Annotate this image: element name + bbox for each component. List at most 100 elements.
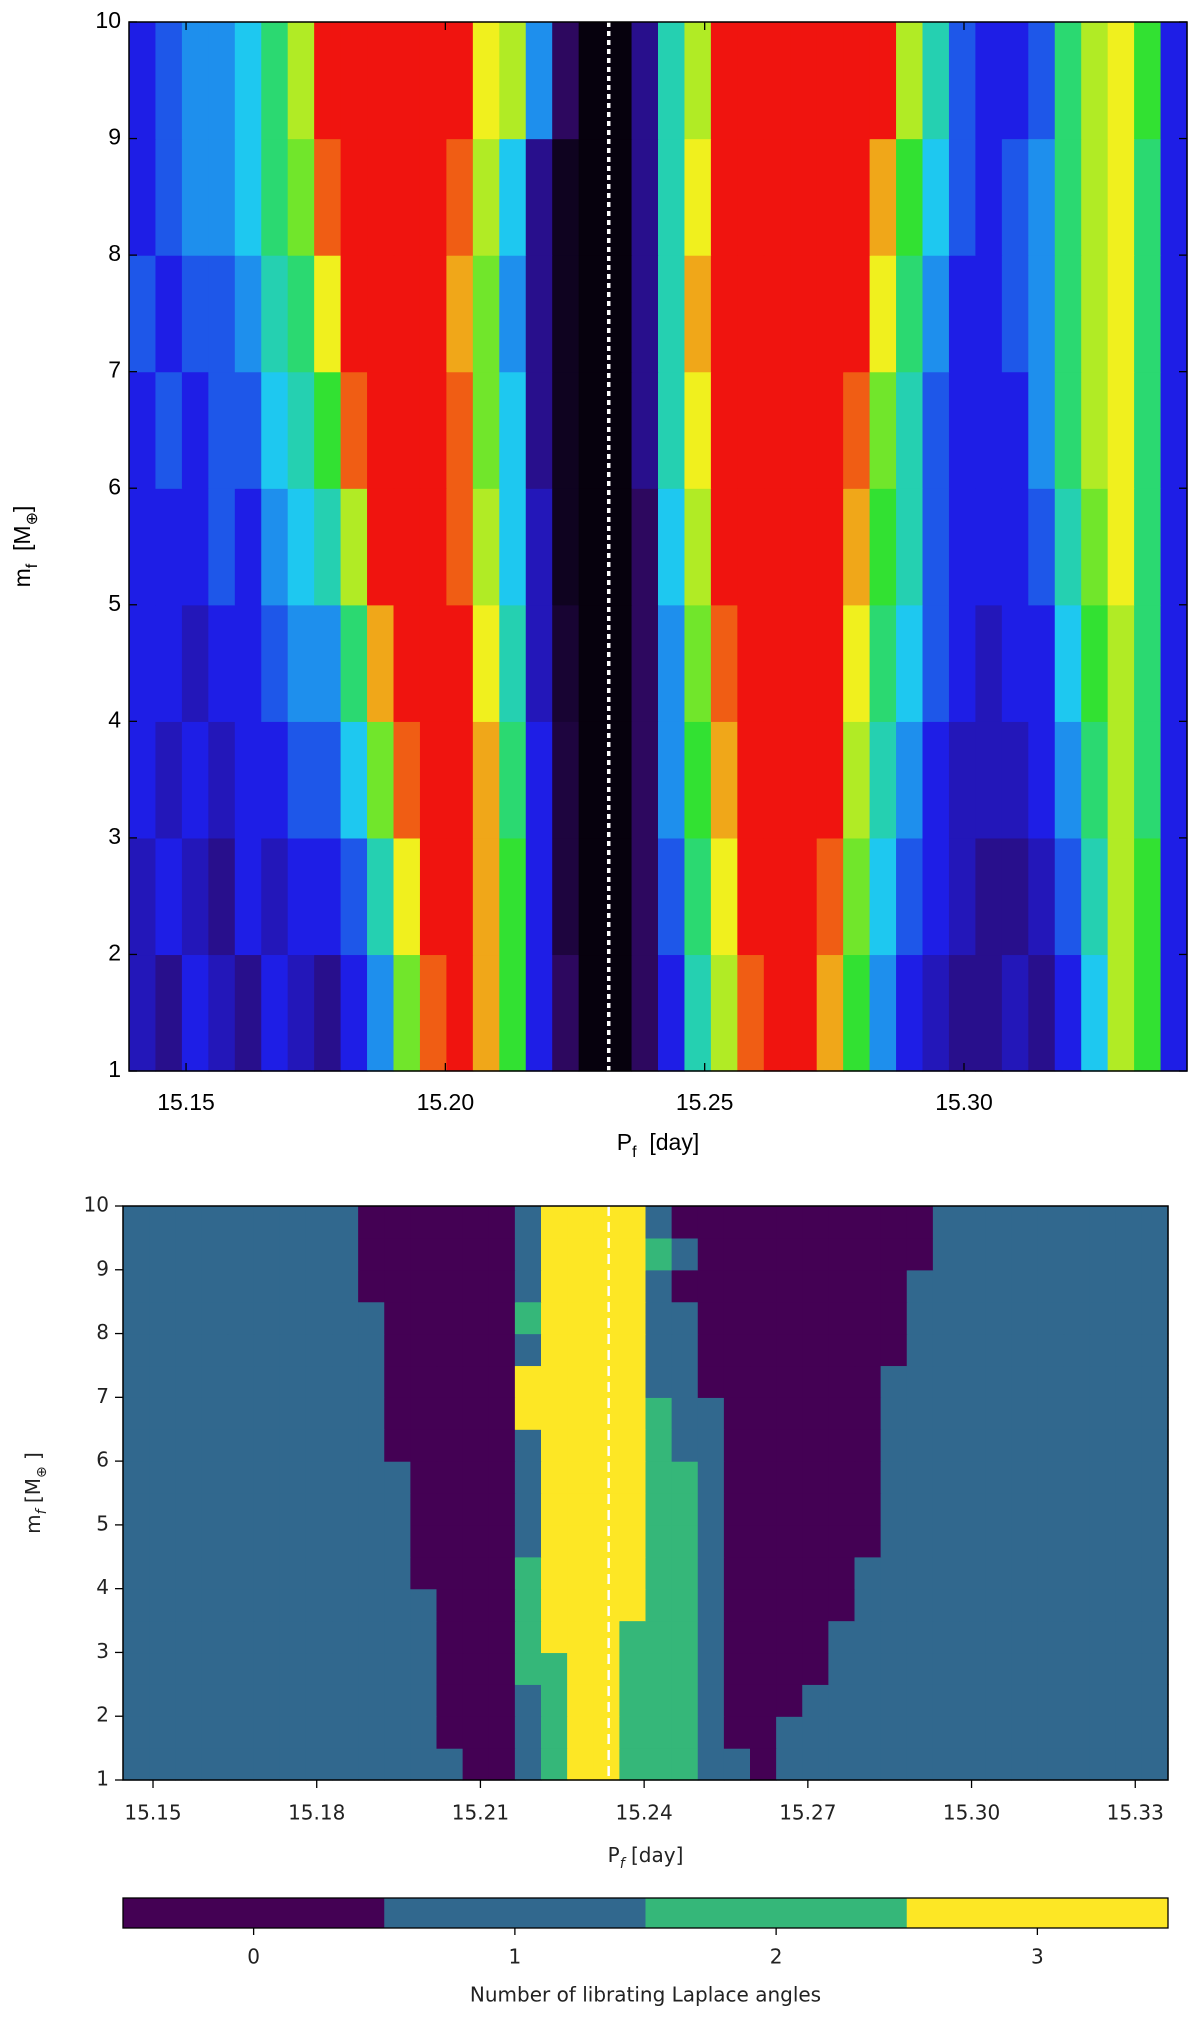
heatmap-cell [1037,1556,1065,1590]
heatmap-cell [305,1493,333,1526]
heatmap-cell [129,488,157,606]
heatmap-cell [790,721,818,839]
heatmap-cell [149,1588,176,1622]
heatmap-cell [619,1588,647,1622]
heatmap-cell [1037,1716,1065,1749]
heatmap-cell [1028,22,1056,140]
heatmap-cell [671,1461,699,1494]
heatmap-cell [436,1333,464,1367]
heatmap-cell [593,1620,620,1654]
heatmap-cell [1063,1588,1091,1622]
heatmap-cell [671,1748,699,1781]
y-tick-label: 5 [108,590,121,616]
heatmap-cell [697,1301,725,1335]
heatmap-cell [802,1652,829,1685]
heatmap-cell [985,1333,1012,1367]
heatmap-cell [149,1684,176,1717]
heatmap-cell [234,371,262,489]
heatmap-cell [802,1333,829,1367]
heatmap-cell [1063,1237,1091,1271]
heatmap-cell [671,1333,699,1367]
heatmap-cell [750,1269,777,1303]
heatmap-cell [525,721,553,839]
y-axis-label-part: ] [21,1452,45,1466]
heatmap-cell [367,138,395,256]
heatmap-cell [253,1429,281,1462]
heatmap-cell [854,1588,882,1622]
heatmap-cell [462,1397,490,1430]
heatmap-cell [123,1716,150,1749]
heatmap-cell [149,1620,176,1654]
heatmap-cell [149,1333,176,1367]
heatmap-cell [737,138,765,256]
heatmap-cell [314,721,342,839]
heatmap-cell [541,1237,568,1271]
heatmap-cell [776,1333,803,1367]
heatmap-cell [384,1684,411,1717]
heatmap-cell [1037,1365,1065,1398]
heatmap-cell [1011,1620,1038,1654]
heatmap-cell [541,1397,568,1430]
heatmap-cell [645,1524,673,1558]
heatmap-cell [149,1269,176,1303]
heatmap-cell [959,1493,986,1526]
heatmap-cell [393,255,421,373]
heatmap-cell [816,22,844,140]
heatmap-cell [123,1461,150,1494]
heatmap-cell [332,1365,359,1398]
heatmap-cell [123,1620,150,1654]
heatmap-cell [525,604,553,722]
heatmap-cell [279,1237,307,1271]
heatmap-cell [1037,1524,1065,1558]
heatmap-cell [488,1620,516,1654]
heatmap-cell [1011,1397,1038,1430]
heatmap-cell [499,255,527,373]
heatmap-cell [175,1588,202,1622]
heatmap-cell [149,1748,176,1781]
heatmap-cell [175,1397,202,1430]
heatmap-cell [358,1588,385,1622]
heatmap-cell [932,1269,960,1303]
heatmap-cell [1063,1684,1091,1717]
heatmap-cell [1028,488,1056,606]
heatmap-cell [208,22,236,140]
heatmap-cell [1063,1493,1091,1526]
heatmap-cell [828,1716,856,1749]
y-tick-label: 4 [108,706,121,732]
heatmap-cell [776,1365,803,1398]
heatmap-cell [208,488,236,606]
heatmap-cell [790,22,818,140]
heatmap-cell [854,1333,882,1367]
heatmap-cell [1081,604,1109,722]
heatmap-cell [723,1620,751,1654]
heatmap-cell [619,1748,647,1781]
heatmap-cell [279,1493,307,1526]
heatmap-cell [175,1461,202,1494]
heatmap-cell [279,1652,307,1685]
heatmap-cell [1054,255,1082,373]
heatmap-cell [869,954,897,1072]
heatmap-cell [384,1588,411,1622]
heatmap-cell [975,604,1003,722]
heatmap-cell [619,1556,647,1590]
heatmap-cell [314,371,342,489]
heatmap-cell [763,954,791,1072]
heatmap-cell [932,1301,960,1335]
heatmap-cell [287,954,315,1072]
heatmap-cell [1063,1429,1091,1462]
heatmap-cell [906,1397,934,1430]
heatmap-cell [384,1748,411,1781]
heatmap-cell [1037,1588,1065,1622]
heatmap-cell [332,1301,359,1335]
heatmap-cell [1160,604,1188,722]
heatmap-cell [358,1620,385,1654]
heatmap-cell [446,138,474,256]
heatmap-cell [123,1684,150,1717]
heatmap-cell [631,837,659,956]
heatmap-cell [367,371,395,489]
heatmap-cell [802,1301,829,1335]
heatmap-cell [234,604,262,722]
heatmap-cell [790,954,818,1072]
heatmap-cell [1081,721,1109,839]
